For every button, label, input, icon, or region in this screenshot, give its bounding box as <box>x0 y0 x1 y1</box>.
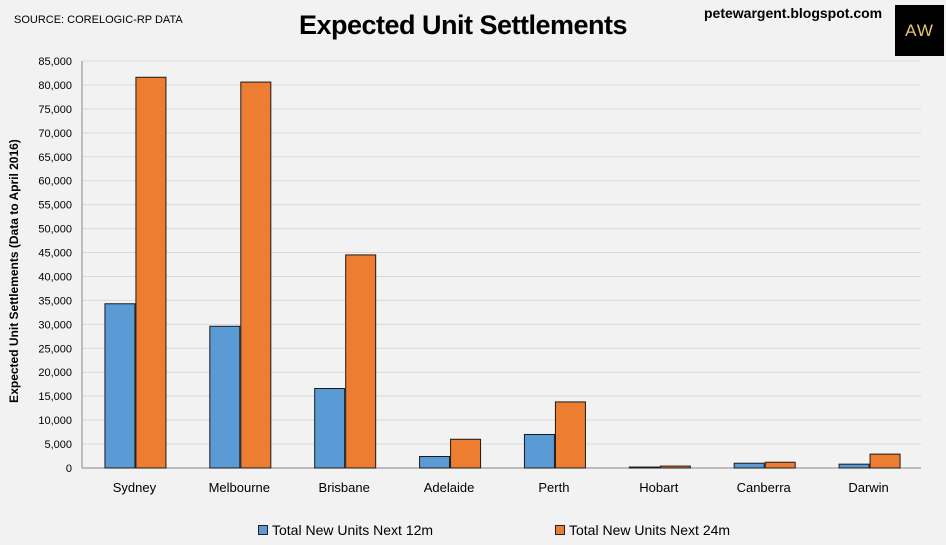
y-tick-label: 50,000 <box>38 224 72 236</box>
bar-12m-darwin <box>838 463 870 469</box>
legend-item-12m: Total New Units Next 12m <box>258 522 433 538</box>
bar-12m-melbourne <box>209 325 241 469</box>
x-tick-labels: Sydney Melbourne Brisbane Adelaide Perth Hoba… <box>113 480 889 495</box>
bar-12m-hobart <box>628 466 660 469</box>
y-tick-label: 30,000 <box>38 319 72 331</box>
y-tick-label: 80,000 <box>38 80 72 92</box>
bar-12m-adelaide <box>419 456 451 469</box>
y-tick-label: 0 <box>66 463 72 475</box>
bar-24m-darwin <box>869 453 901 469</box>
legend-item-24m: Total New Units Next 24m <box>555 522 730 538</box>
bar-12m-canberra <box>733 462 765 469</box>
y-tick-label: 85,000 <box>38 56 72 68</box>
y-tick-label: 40,000 <box>38 271 72 283</box>
bars <box>104 76 901 469</box>
legend-swatch-12m <box>258 525 268 535</box>
bar-24m-hobart <box>659 465 691 469</box>
y-tick-label: 10,000 <box>38 415 72 427</box>
x-tick-label: Adelaide <box>424 480 475 495</box>
bar-24m-melbourne <box>240 81 272 469</box>
legend-label-12m: Total New Units Next 12m <box>272 522 434 538</box>
y-tick-label: 20,000 <box>38 367 72 379</box>
x-tick-label: Brisbane <box>319 480 370 495</box>
gridlines <box>81 60 921 469</box>
source-note: SOURCE: CORELOGIC-RP DATA <box>14 14 183 26</box>
x-tick-label: Darwin <box>848 480 888 495</box>
aw-logo: AW <box>895 5 944 56</box>
y-tick-label: 35,000 <box>38 295 72 307</box>
x-tick-label: Perth <box>538 480 569 495</box>
bar-24m-sydney <box>135 76 167 469</box>
bar-24m-brisbane <box>345 254 377 469</box>
bar-24m-adelaide <box>450 438 482 469</box>
y-tick-label: 70,000 <box>38 128 72 140</box>
bar-12m-brisbane <box>314 388 346 469</box>
x-tick-label: Canberra <box>737 480 792 495</box>
y-tick-label: 25,000 <box>38 343 72 355</box>
y-tick-label: 5,000 <box>44 439 72 451</box>
x-tick-label: Sydney <box>113 480 157 495</box>
plot-area <box>82 61 921 468</box>
x-tick-label: Hobart <box>639 480 678 495</box>
site-url: petewargent.blogspot.com <box>704 5 883 21</box>
y-tick-label: 65,000 <box>38 152 72 164</box>
y-tick-labels: 0 5,000 10,000 15,000 20,000 25,000 30,000 35,0… <box>38 56 72 475</box>
y-tick-label: 15,000 <box>38 391 72 403</box>
y-tick-label: 55,000 <box>38 200 72 212</box>
legend-swatch-24m <box>555 525 565 535</box>
bar-12m-sydney <box>104 303 136 469</box>
x-tick-label: Melbourne <box>209 480 270 495</box>
chart-title: Expected Unit Settlements <box>298 10 628 40</box>
y-tick-label: 45,000 <box>38 248 72 260</box>
bar-24m-canberra <box>764 461 796 469</box>
y-tick-label: 75,000 <box>38 104 72 116</box>
y-tick-label: 60,000 <box>38 176 72 188</box>
legend-label-24m: Total New Units Next 24m <box>569 522 731 538</box>
bar-24m-perth <box>554 401 586 469</box>
bar-12m-perth <box>523 433 555 469</box>
